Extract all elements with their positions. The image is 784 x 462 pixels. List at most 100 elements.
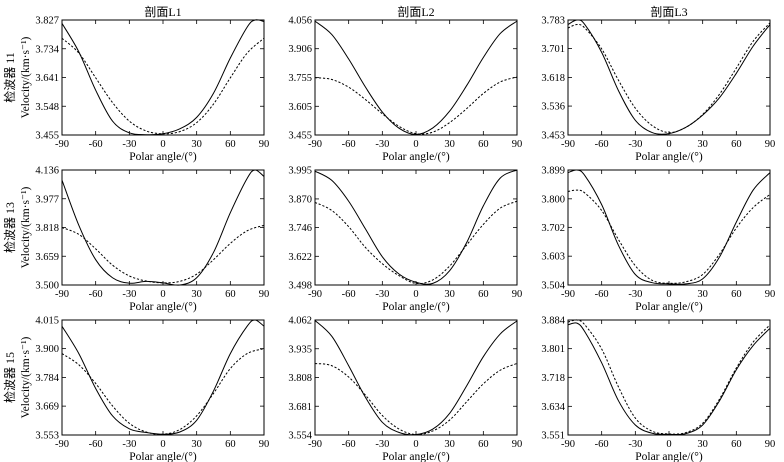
subplot-3-2: -90 -60 -30 0 30 60 90 3.554 3.681 3.808 3.935 4.06… [288,316,522,462]
x-tick-label: 90 [765,439,776,450]
x-tick-label: -60 [342,289,356,300]
y-tick-label: 3.746 [288,223,312,234]
series-line-solid [314,169,518,285]
y-tick-label: 3.718 [541,373,565,384]
subplot-2-3: -90 -60 -30 0 30 60 90 3.504 3.603 3.702 3.800 3.89… [541,166,775,314]
series-line-dashed [567,22,771,134]
x-tick-label: 30 [444,139,455,150]
x-tick-label: -90 [308,289,322,300]
y-tick-label: 3.554 [288,431,312,442]
series-line-solid [61,319,265,435]
x-tick-label: -90 [561,139,575,150]
x-tick-label: -90 [55,439,69,450]
y-tick-label: 4.056 [288,16,312,27]
x-tick-label: 0 [666,139,671,150]
x-tick-label: -60 [595,439,609,450]
axes-box [567,19,771,136]
series-line-dashed [314,76,518,135]
x-tick-label: 90 [259,289,270,300]
x-axis-label: Polar angle/(°) [129,451,197,462]
x-tick-label: 0 [666,439,671,450]
row-title: 检波器 15 [2,352,17,403]
x-tick-label: 90 [765,139,776,150]
x-tick-label: 0 [160,139,165,150]
subplot-1-1: Velocity/(km·s⁻¹) -90 -60 -30 0 30 60 90 3.455 3.… [20,16,269,164]
series-line-dashed [61,37,265,135]
x-tick-label: 30 [444,439,455,450]
x-tick-label: 30 [697,139,708,150]
series-line-solid [567,169,771,285]
x-axis-label: Polar angle/(°) [129,301,197,313]
y-tick-label: 3.899 [541,166,565,177]
y-tick-label: 3.784 [35,373,59,384]
series-line-solid [61,169,265,286]
x-axis-label: Polar angle/(°) [382,151,450,163]
x-tick-label: -90 [55,139,69,150]
y-tick-label: 3.755 [288,73,312,84]
x-tick-label: 90 [512,289,523,300]
y-tick-label: 3.906 [288,44,312,55]
y-tick-label: 3.884 [541,316,565,327]
axes-box [314,19,518,136]
y-tick-label: 3.808 [288,373,312,384]
y-tick-label: 3.977 [35,194,59,205]
x-tick-label: -30 [122,439,136,450]
y-tick-label: 3.701 [541,44,565,55]
x-tick-label: -60 [89,289,103,300]
x-tick-label: 90 [259,439,270,450]
x-tick-label: -60 [595,289,609,300]
series-line-solid [567,19,771,135]
x-tick-label: -90 [561,439,575,450]
x-tick-label: 30 [697,439,708,450]
series-line-dashed [314,362,518,436]
y-tick-label: 3.783 [541,16,565,27]
axes-box [61,319,265,436]
x-tick-label: -30 [375,139,389,150]
x-tick-label: 60 [225,439,236,450]
y-tick-label: 4.015 [35,316,59,327]
y-tick-label: 3.995 [288,166,312,177]
x-tick-label: 90 [765,289,776,300]
axes-box [567,319,771,436]
y-tick-label: 3.536 [541,102,565,113]
y-tick-label: 3.734 [35,44,59,55]
y-axis-label: Velocity/(km·s⁻¹) [20,36,32,118]
x-tick-label: -30 [628,289,642,300]
x-tick-label: -30 [628,139,642,150]
x-tick-label: 60 [225,289,236,300]
y-tick-label: 3.498 [288,281,312,292]
x-tick-label: -90 [308,139,322,150]
y-tick-label: 3.681 [288,402,312,413]
y-tick-label: 3.605 [288,102,312,113]
x-tick-label: 30 [697,289,708,300]
series-line-solid [314,320,518,436]
y-tick-label: 3.455 [288,131,312,142]
x-tick-label: -30 [628,439,642,450]
x-tick-label: 0 [160,439,165,450]
x-tick-label: -60 [342,139,356,150]
x-tick-label: 60 [731,289,742,300]
y-axis-label: Velocity/(km·s⁻¹) [20,186,32,268]
y-tick-label: 3.900 [35,344,59,355]
y-tick-label: 3.603 [541,252,565,263]
x-tick-label: 90 [512,139,523,150]
y-tick-label: 3.827 [35,16,59,27]
x-tick-label: 60 [731,139,742,150]
x-axis-label: Polar angle/(°) [635,301,703,313]
y-tick-label: 3.618 [541,73,565,84]
axes-box [61,19,265,136]
axes-box [61,169,265,286]
x-tick-label: 60 [731,439,742,450]
series-line-dashed [314,200,518,285]
y-tick-label: 3.622 [288,252,312,263]
y-tick-label: 3.870 [288,194,312,205]
x-tick-label: 30 [191,439,202,450]
x-tick-label: 0 [160,289,165,300]
x-tick-label: 30 [191,139,202,150]
y-axis-label: Velocity/(km·s⁻¹) [20,336,32,418]
x-axis-label: Polar angle/(°) [382,301,450,313]
x-tick-label: 0 [413,289,418,300]
axes-box [567,169,771,286]
x-tick-label: 90 [259,139,270,150]
subplot-2-2: -90 -60 -30 0 30 60 90 3.498 3.622 3.746 3.870 3.99… [288,166,522,314]
